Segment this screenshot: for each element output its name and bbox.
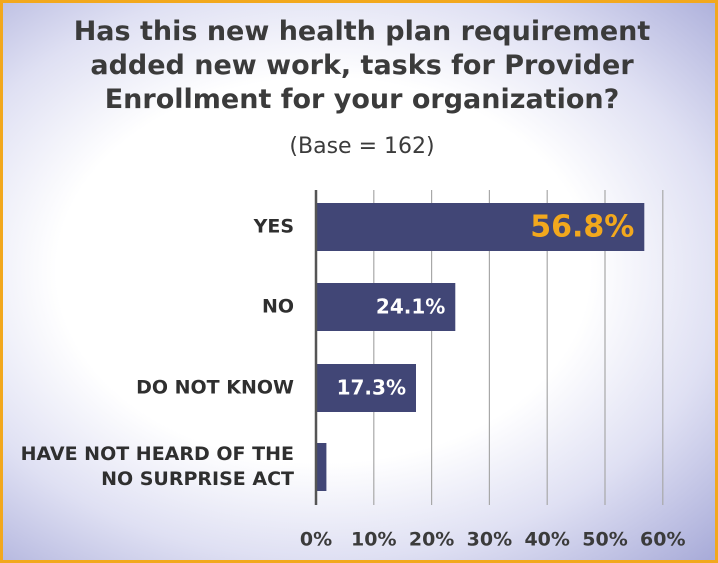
x-tick-label-20: 20% bbox=[409, 529, 454, 551]
bar-3 bbox=[316, 443, 327, 491]
bar-1 bbox=[316, 283, 456, 331]
bar-0 bbox=[316, 203, 645, 251]
x-tick-label-30: 30% bbox=[467, 529, 512, 551]
category-label-1: NO bbox=[262, 296, 294, 318]
x-tick-label-40: 40% bbox=[524, 529, 569, 551]
title-line-1: Has this new health plan requirement bbox=[73, 16, 651, 47]
x-tick-label-50: 50% bbox=[582, 529, 627, 551]
data-label-2: 17.3% bbox=[337, 376, 406, 400]
category-label-2: DO NOT KNOW bbox=[136, 377, 294, 399]
chart-subtitle: (Base = 162) bbox=[289, 134, 435, 159]
category-label-3-line-2: NO SURPRISE ACT bbox=[101, 468, 294, 490]
x-tick-label-10: 10% bbox=[351, 529, 396, 551]
data-label-1: 24.1% bbox=[376, 295, 445, 319]
title-line-3: Enrollment for your organization? bbox=[104, 84, 620, 115]
data-label-0: 56.8% bbox=[530, 210, 634, 245]
title-line-2: added new work, tasks for Provider bbox=[90, 50, 634, 81]
x-tick-label-0: 0% bbox=[300, 529, 332, 551]
x-tick-label-60: 60% bbox=[640, 529, 685, 551]
chart-title: Has this new health plan requirement add… bbox=[3, 15, 718, 117]
category-label-3-line-1: HAVE NOT HEARD OF THE bbox=[21, 443, 294, 465]
category-label-0: YES bbox=[253, 216, 294, 238]
bar-2 bbox=[316, 364, 416, 412]
